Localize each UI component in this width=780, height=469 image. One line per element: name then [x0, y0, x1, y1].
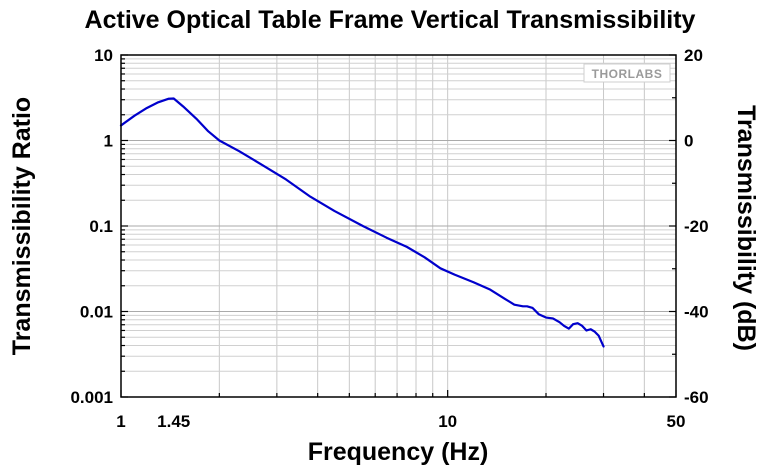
- y2-axis-label: Transmissibility (dB): [732, 105, 760, 351]
- y-tick-label: 0.01: [80, 303, 113, 322]
- x-tick-labels: 1 1.45 10 50: [116, 412, 685, 431]
- y2-tick-label: -20: [684, 217, 709, 236]
- chart-title: Active Optical Table Frame Vertical Tran…: [85, 6, 696, 34]
- x-tick-label: 1.45: [157, 412, 190, 431]
- y-tick-label: 1: [104, 132, 113, 151]
- plot-frame: [120, 54, 677, 398]
- y-tick-label: 10: [94, 46, 113, 65]
- y2-tick-label: 20: [684, 46, 703, 65]
- watermark-text: THORLABS: [592, 67, 663, 81]
- y2-tick-label: -40: [684, 303, 709, 322]
- watermark-logo: THORLABS: [583, 63, 671, 83]
- y-tick-labels: 0.001 0.01 0.1 1 10: [70, 46, 113, 407]
- x-tick-label: 1: [116, 412, 125, 431]
- y-tick-label: 0.1: [89, 217, 113, 236]
- x-axis-label: Frequency (Hz): [308, 438, 489, 466]
- y2-tick-labels: -60 -40 -20 0 20: [684, 46, 709, 407]
- x-tick-label: 10: [438, 412, 457, 431]
- series-line-transmissibility: [119, 97, 605, 348]
- y-axis-label: Transmissibility Ratio: [8, 97, 36, 355]
- x-tick-label: 50: [667, 412, 686, 431]
- y-tick-label: 0.001: [70, 388, 113, 407]
- y2-tick-label: 0: [684, 132, 693, 151]
- y2-tick-label: -60: [684, 388, 709, 407]
